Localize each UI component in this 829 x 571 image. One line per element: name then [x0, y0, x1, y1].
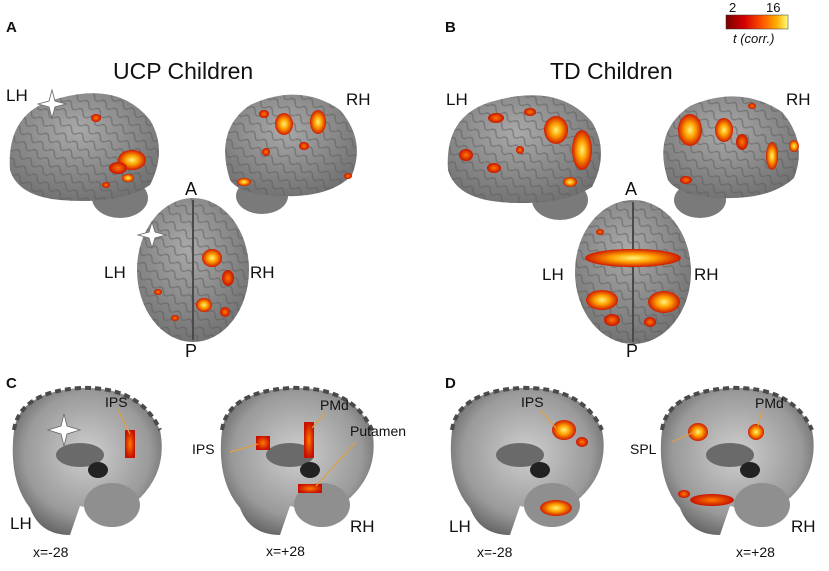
leader-line [671, 431, 695, 443]
panel-a [9, 88, 357, 342]
panel-a-lh-lateral-brain [9, 93, 160, 218]
panel-c-right-roi-ips: IPS [192, 441, 215, 457]
panel-b-lh-label: LH [446, 90, 468, 109]
leader-line [117, 409, 131, 435]
panel-d-left-roi-ips: IPS [521, 394, 544, 410]
panel-a-dorsal-lh-label: LH [104, 263, 126, 282]
leader-line [311, 411, 327, 429]
panel-b [447, 95, 799, 344]
panel-b-rh-lateral-brain [663, 96, 799, 218]
colorbar-title: t (corr.) [733, 31, 775, 46]
panel-letter-a: A [6, 19, 17, 36]
panel-a-rh-label: RH [346, 90, 371, 109]
panel-d-rh-label: RH [791, 517, 816, 536]
panel-letter-b: B [445, 19, 456, 36]
leader-line [315, 441, 357, 487]
colorbar-gradient [725, 14, 789, 30]
panel-letter-c: C [6, 375, 17, 392]
panel-c-left-roi-ips: IPS [105, 394, 128, 410]
lesion-star-slice-icon [46, 413, 82, 447]
panel-b-lh-lateral-brain [447, 95, 601, 220]
panel-b-dorsal-brain [575, 200, 691, 344]
panel-c-right-roi-putamen: Putamen [350, 423, 407, 439]
panel-c-right-roi-pmd: PMd [320, 397, 349, 413]
panel-a-rh-lateral-brain [225, 94, 357, 214]
panel-a-dorsal-brain [137, 198, 249, 342]
lesion-star-lateral-icon [36, 88, 68, 120]
panel-b-dorsal-rh-label: RH [694, 265, 719, 284]
panel-b-rh-label: RH [786, 90, 811, 109]
panel-d-lh-label: LH [449, 517, 471, 536]
panel-d-right-roi-spl: SPL [630, 441, 657, 457]
panel-d [450, 385, 814, 535]
panel-c [12, 385, 374, 535]
panel-b-anterior-label: A [625, 179, 638, 199]
panel-a-lh-label: LH [6, 86, 28, 105]
panel-letter-d: D [445, 375, 456, 392]
leader-line [229, 443, 259, 453]
panel-c-left-coord: x=-28 [33, 544, 69, 560]
panel-c-right-sagittal-slice [220, 385, 374, 535]
lesion-star-dorsal-icon [136, 220, 168, 250]
leader-line [539, 409, 557, 429]
colorbar-min-label: 2 [729, 0, 737, 15]
panel-d-right-sagittal-slice [660, 385, 814, 535]
panel-d-left-sagittal-slice [450, 385, 604, 535]
panel-a-dorsal-rh-label: RH [250, 263, 275, 282]
panel-c-left-sagittal-slice [12, 385, 162, 535]
panel-c-lh-label: LH [10, 514, 32, 533]
panel-c-right-coord: x=+28 [266, 543, 305, 559]
panel-b-posterior-label: P [626, 341, 639, 361]
colorbar-max-label: 16 [766, 0, 781, 15]
panel-a-anterior-label: A [185, 179, 198, 199]
panel-a-posterior-label: P [185, 341, 198, 361]
panel-c-rh-label: RH [350, 517, 375, 536]
panel-d-right-coord: x=+28 [736, 544, 775, 560]
panel-d-left-coord: x=-28 [477, 544, 513, 560]
panel-b-title: TD Children [550, 58, 673, 84]
colorbar [725, 14, 789, 30]
leader-line [757, 409, 763, 427]
panel-d-right-roi-pmd: PMd [755, 395, 784, 411]
panel-a-title: UCP Children [113, 58, 254, 84]
panel-b-dorsal-lh-label: LH [542, 265, 564, 284]
